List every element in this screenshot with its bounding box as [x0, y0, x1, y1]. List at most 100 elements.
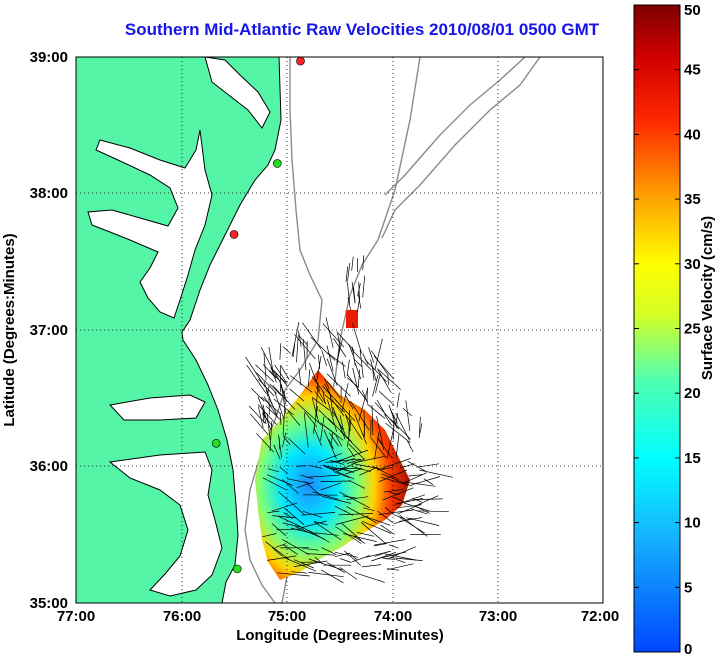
velocity-vector — [246, 364, 267, 395]
lat-tick: 35:00 — [30, 595, 68, 612]
velocity-vector — [395, 413, 399, 425]
lon-tick: 77:00 — [57, 608, 95, 625]
velocity-vector — [261, 396, 282, 415]
colorbar-tick-label: 50 — [684, 2, 701, 19]
delaware-bay — [204, 57, 271, 129]
velocity-vector — [329, 393, 334, 417]
velocity-vectors — [245, 255, 453, 584]
velocity-vector — [262, 404, 266, 417]
velocity-vector — [327, 399, 338, 432]
velocity-vector — [265, 541, 290, 560]
velocity-vector — [301, 512, 336, 516]
velocity-vector — [277, 572, 310, 577]
colorbar — [633, 4, 681, 653]
velocity-vector — [382, 557, 396, 561]
velocity-vector — [335, 515, 369, 525]
velocity-vector — [348, 443, 365, 459]
velocity-vector — [336, 416, 343, 430]
velocity-vector — [346, 359, 350, 376]
velocity-vector — [303, 413, 309, 448]
velocity-vector — [317, 354, 321, 370]
velocity-vector — [315, 381, 319, 418]
velocity-vector — [291, 321, 300, 357]
lon-tick: 75:00 — [268, 608, 306, 625]
velocity-vector — [311, 376, 325, 394]
velocity-vector — [384, 414, 393, 426]
velocity-vector — [387, 374, 389, 385]
velocity-vector — [419, 469, 453, 478]
velocity-vector — [338, 458, 361, 462]
velocity-vector — [362, 275, 366, 298]
velocity-vector — [362, 353, 369, 366]
velocity-vector — [360, 522, 387, 545]
velocity-vector — [269, 421, 273, 452]
velocity-vector — [280, 385, 287, 414]
lon-tick: 74:00 — [374, 608, 412, 625]
velocity-vector — [257, 404, 277, 425]
velocity-vector — [354, 572, 385, 583]
velocity-vector — [256, 432, 274, 453]
velocity-vector — [284, 507, 305, 526]
colorbar-tick-label: 5 — [684, 579, 692, 596]
velocity-vector — [365, 550, 391, 558]
velocity-vector — [346, 496, 369, 501]
velocity-vector — [374, 338, 383, 371]
colorbar-tick-label: 35 — [684, 191, 701, 208]
velocity-vector — [318, 409, 335, 426]
velocity-vector — [393, 496, 406, 503]
velocity-vector — [355, 463, 385, 471]
velocity-vector — [342, 361, 346, 379]
velocity-vector — [309, 464, 323, 469]
velocity-vector — [419, 423, 423, 434]
velocity-vector — [282, 346, 291, 354]
velocity-vector — [368, 347, 375, 363]
velocity-vector — [325, 317, 334, 348]
velocity-vector — [314, 521, 328, 526]
velocity-vector — [276, 528, 303, 531]
velocity-vector — [282, 435, 291, 446]
colorbar-ticks: 0 5 10 15 20 25 30 35 40 45 50 — [634, 2, 701, 658]
velocity-vector — [313, 426, 322, 446]
velocity-vector — [314, 556, 323, 564]
velocity-vector — [376, 416, 385, 450]
velocity-vector — [371, 551, 397, 562]
colorbar-tick-label: 30 — [684, 256, 701, 273]
velocity-vector — [373, 543, 388, 547]
velocity-vector — [282, 522, 302, 528]
velocity-vector — [371, 366, 375, 381]
velocity-vector — [363, 507, 375, 512]
albemarle-sound — [109, 394, 206, 421]
velocity-vector — [347, 297, 352, 311]
velocity-vector — [384, 553, 417, 561]
x-axis-label: Longitude (Degrees:Minutes) — [236, 627, 444, 644]
velocity-vector — [302, 547, 319, 551]
velocity-vector — [279, 466, 288, 474]
velocity-vector — [258, 406, 264, 428]
velocity-vector — [298, 367, 302, 386]
velocity-vector — [351, 256, 354, 271]
velocity-vector — [265, 405, 282, 421]
velocity-vector — [326, 358, 338, 386]
velocity-vector — [397, 494, 425, 505]
velocity-vector — [337, 333, 341, 346]
velocity-vector — [375, 373, 381, 393]
velocity-vector — [272, 515, 297, 519]
velocity-vector — [388, 544, 399, 549]
velocity-vector — [389, 418, 411, 440]
velocity-vector — [423, 478, 434, 485]
velocity-vector — [347, 262, 351, 282]
velocity-vector — [344, 550, 362, 566]
velocity-vector — [378, 509, 414, 515]
velocity-vector — [302, 510, 323, 518]
colorbar-tick-label: 25 — [684, 321, 701, 338]
velocity-vector — [330, 459, 344, 465]
velocity-vector — [346, 377, 359, 388]
velocity-vector — [374, 539, 406, 546]
velocity-vector — [376, 368, 392, 394]
colorbar-tick-label: 10 — [684, 515, 701, 532]
velocity-vector — [245, 356, 266, 388]
colorbar-tick-label: 0 — [684, 641, 692, 658]
velocity-vector — [381, 458, 411, 469]
velocity-vector — [271, 523, 287, 536]
lon-tick: 76:00 — [163, 608, 201, 625]
